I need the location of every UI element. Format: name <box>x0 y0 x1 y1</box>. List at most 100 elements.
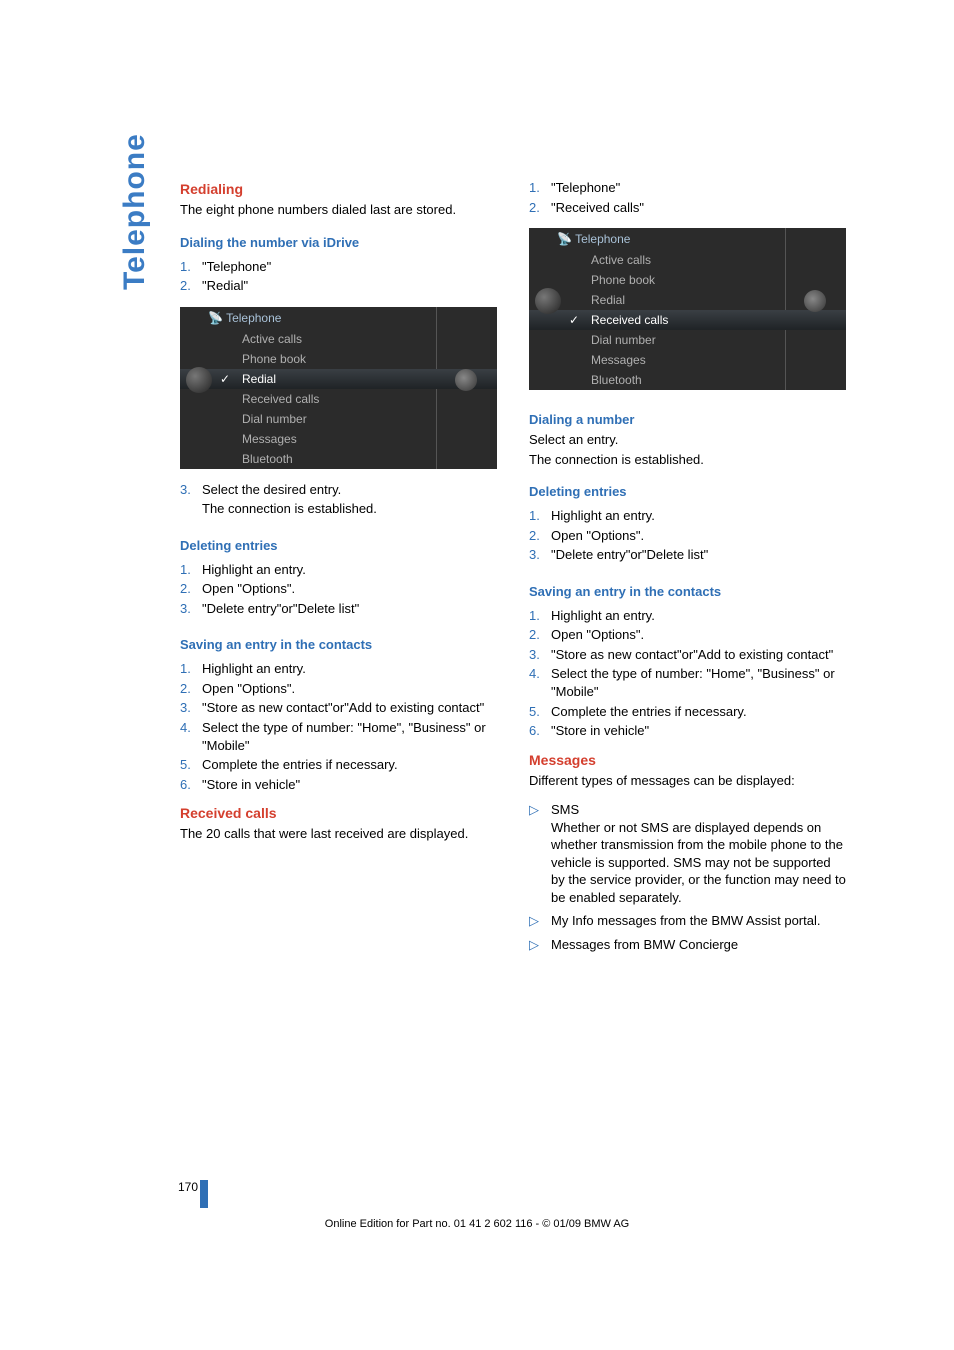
triangle-icon: ▷ <box>529 936 551 954</box>
list-item: Highlight an entry. <box>202 561 497 579</box>
list-num: 3. <box>180 600 202 618</box>
list-item: Open "Options". <box>551 527 846 545</box>
list-num: 1. <box>180 561 202 579</box>
idrive-dot-icon <box>804 290 826 312</box>
idrive-row: Dial number <box>180 409 497 429</box>
list-num: 2. <box>180 580 202 598</box>
list-item: SMS Whether or not SMS are displayed dep… <box>551 801 846 906</box>
list-item: Messages from BMW Concierge <box>551 936 846 954</box>
list-num: 3. <box>180 481 202 499</box>
idrive-row-selected: Received calls <box>529 310 846 330</box>
list-item: Highlight an entry. <box>202 660 497 678</box>
list-dial-idrive-cont: 3. Select the desired entry. The connect… <box>180 479 497 520</box>
idrive-row: Bluetooth <box>529 370 846 390</box>
list-num: 1. <box>529 607 551 625</box>
list-num: 1. <box>180 258 202 276</box>
list-saving-left: 1.Highlight an entry. 2.Open "Options". … <box>180 658 497 795</box>
list-item: Highlight an entry. <box>551 507 846 525</box>
heading-dialing-number: Dialing a number <box>529 412 846 427</box>
heading-received-calls: Received calls <box>180 805 497 821</box>
text-received-body: The 20 calls that were last received are… <box>180 825 497 843</box>
idrive-row: Bluetooth <box>180 449 497 469</box>
idrive-row: Phone book <box>529 270 846 290</box>
idrive-screenshot-redial: 📡 Telephone Active calls Phone book Redi… <box>180 307 497 469</box>
list-item: "Redial" <box>202 277 497 295</box>
list-item: "Store as new contact"or"Add to existing… <box>551 646 846 664</box>
list-num: 4. <box>529 665 551 683</box>
heading-redialing: Redialing <box>180 181 497 197</box>
list-item: Select the desired entry. The connection… <box>202 481 497 518</box>
list-dial-idrive: 1."Telephone" 2."Redial" <box>180 256 497 297</box>
list-num: 2. <box>529 626 551 644</box>
list-item: Open "Options". <box>202 680 497 698</box>
list-num: 1. <box>529 507 551 525</box>
list-item: "Store in vehicle" <box>551 722 846 740</box>
list-item: Complete the entries if necessary. <box>551 703 846 721</box>
idrive-title: 📡 Telephone <box>180 307 497 329</box>
list-num: 1. <box>529 179 551 197</box>
list-num: 2. <box>529 527 551 545</box>
list-num: 5. <box>529 703 551 721</box>
triangle-icon: ▷ <box>529 912 551 930</box>
list-item: Select the type of number: "Home", "Busi… <box>202 719 497 754</box>
idrive-title: 📡 Telephone <box>529 228 846 250</box>
text-dialnum-2: The connection is established. <box>529 451 846 469</box>
idrive-knob-icon <box>535 288 561 314</box>
list-num: 3. <box>529 646 551 664</box>
page-footer: 170 Online Edition for Part no. 01 41 2 … <box>0 1200 954 1230</box>
list-num: 2. <box>529 199 551 217</box>
page-number: 170 <box>178 1180 198 1194</box>
idrive-row: Active calls <box>180 329 497 349</box>
idrive-row: Redial <box>529 290 846 310</box>
list-item: "Store in vehicle" <box>202 776 497 794</box>
list-num: 1. <box>180 660 202 678</box>
list-item: My Info messages from the BMW Assist por… <box>551 912 846 930</box>
triangle-icon: ▷ <box>529 801 551 819</box>
list-num: 2. <box>180 277 202 295</box>
list-num: 6. <box>180 776 202 794</box>
list-num: 2. <box>180 680 202 698</box>
idrive-dot-icon <box>455 369 477 391</box>
list-item: Complete the entries if necessary. <box>202 756 497 774</box>
list-item: "Received calls" <box>551 199 846 217</box>
list-item: "Telephone" <box>551 179 846 197</box>
right-column: 1."Telephone" 2."Received calls" 📡 Telep… <box>529 175 846 964</box>
idrive-row-selected: Redial <box>180 369 497 389</box>
list-item: "Store as new contact"or"Add to existing… <box>202 699 497 717</box>
list-num: 5. <box>180 756 202 774</box>
idrive-knob-icon <box>186 367 212 393</box>
list-num: 3. <box>180 699 202 717</box>
left-column: Redialing The eight phone numbers dialed… <box>180 175 497 964</box>
heading-dial-idrive: Dialing the number via iDrive <box>180 235 497 250</box>
idrive-row: Active calls <box>529 250 846 270</box>
heading-saving-right: Saving an entry in the contacts <box>529 584 846 599</box>
idrive-row: Phone book <box>180 349 497 369</box>
list-deleting-right: 1.Highlight an entry. 2.Open "Options". … <box>529 505 846 566</box>
list-item: Select the type of number: "Home", "Busi… <box>551 665 846 700</box>
text-dialnum-1: Select an entry. <box>529 431 846 449</box>
list-item: Open "Options". <box>202 580 497 598</box>
idrive-row: Received calls <box>180 389 497 409</box>
text-messages-intro: Different types of messages can be displ… <box>529 772 846 790</box>
list-item: "Delete entry"or"Delete list" <box>551 546 846 564</box>
list-item: Highlight an entry. <box>551 607 846 625</box>
list-messages: ▷ SMS Whether or not SMS are displayed d… <box>529 795 846 959</box>
idrive-row: Messages <box>529 350 846 370</box>
idrive-screenshot-received: 📡 Telephone Active calls Phone book Redi… <box>529 228 846 390</box>
page-mark-icon <box>200 1180 208 1208</box>
list-num: 4. <box>180 719 202 737</box>
heading-deleting-right: Deleting entries <box>529 484 846 499</box>
idrive-row: Dial number <box>529 330 846 350</box>
heading-messages: Messages <box>529 752 846 768</box>
text-redialing-intro: The eight phone numbers dialed last are … <box>180 201 497 219</box>
list-saving-right: 1.Highlight an entry. 2.Open "Options". … <box>529 605 846 742</box>
idrive-row: Messages <box>180 429 497 449</box>
list-item: "Delete entry"or"Delete list" <box>202 600 497 618</box>
list-item: "Telephone" <box>202 258 497 276</box>
list-num: 6. <box>529 722 551 740</box>
list-num: 3. <box>529 546 551 564</box>
list-right-top: 1."Telephone" 2."Received calls" <box>529 177 846 218</box>
heading-saving-left: Saving an entry in the contacts <box>180 637 497 652</box>
heading-deleting-left: Deleting entries <box>180 538 497 553</box>
list-item: Open "Options". <box>551 626 846 644</box>
